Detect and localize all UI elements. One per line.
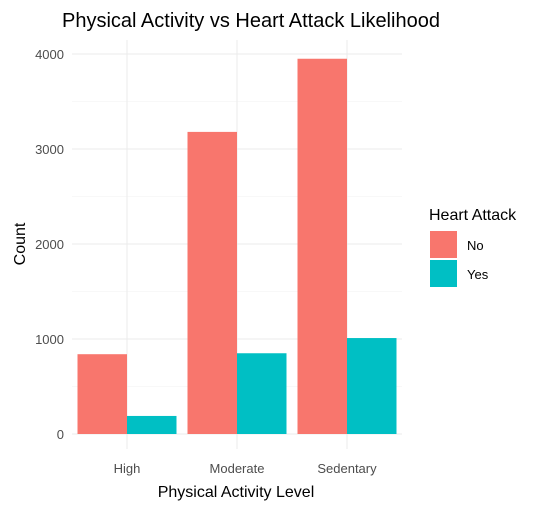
legend-items: No Yes — [430, 231, 489, 287]
bar-sedentary-yes — [347, 338, 397, 434]
legend: Heart Attack No Yes — [429, 207, 517, 287]
y-axis-ticks: 0 1000 2000 3000 4000 — [35, 47, 64, 442]
y-tick-label: 1000 — [35, 332, 64, 347]
chart-title: Physical Activity vs Heart Attack Likeli… — [62, 10, 440, 32]
x-tick-label: Sedentary — [317, 461, 377, 476]
bar-sedentary-no — [297, 58, 347, 434]
legend-swatch-yes — [430, 260, 457, 287]
x-tick-label: High — [114, 461, 141, 476]
legend-label-no: No — [467, 238, 484, 253]
y-tick-label: 0 — [57, 427, 64, 442]
legend-label-yes: Yes — [467, 267, 489, 282]
bar-moderate-no — [187, 131, 237, 434]
y-tick-label: 3000 — [35, 142, 64, 157]
y-tick-label: 4000 — [35, 47, 64, 62]
bar-high-yes — [127, 415, 177, 434]
legend-title: Heart Attack — [429, 207, 517, 224]
bars — [77, 58, 397, 434]
legend-swatch-no — [430, 231, 457, 258]
bar-high-no — [77, 354, 127, 434]
x-axis-ticks: High Moderate Sedentary — [114, 461, 378, 476]
x-axis-title: Physical Activity Level — [158, 484, 315, 501]
x-tick-label: Moderate — [210, 461, 265, 476]
y-axis-title: Count — [12, 222, 29, 265]
y-tick-label: 2000 — [35, 237, 64, 252]
bar-moderate-yes — [237, 353, 287, 434]
